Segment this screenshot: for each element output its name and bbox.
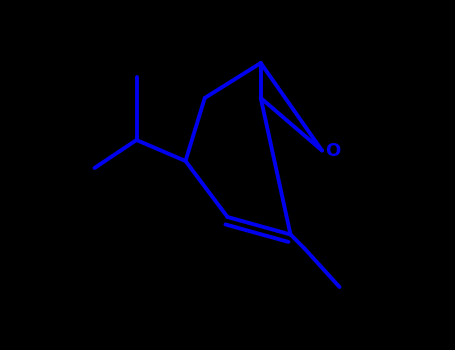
Text: O: O (325, 141, 340, 160)
